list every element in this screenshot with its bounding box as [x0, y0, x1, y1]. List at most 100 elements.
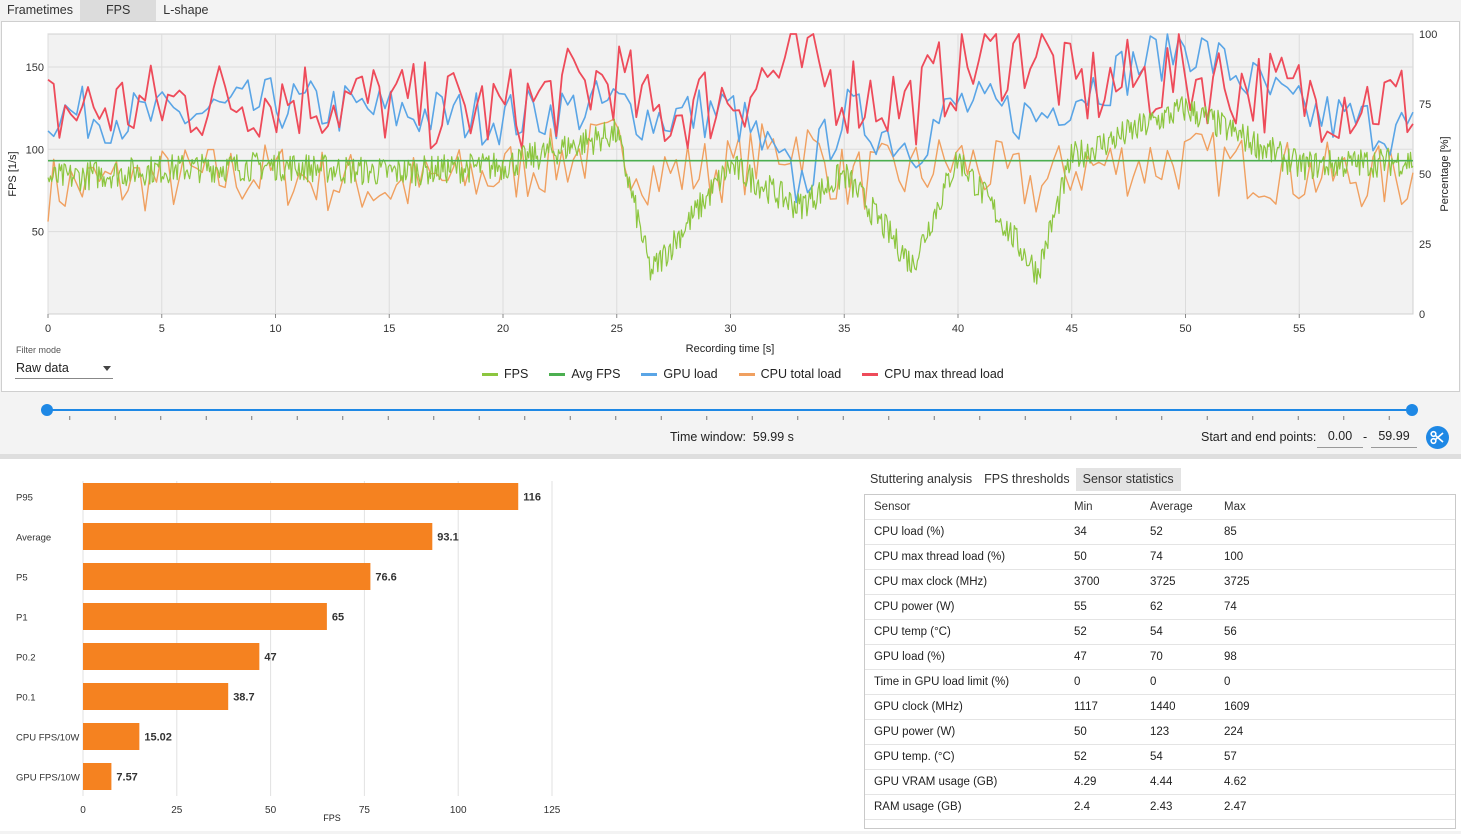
sensor-value: 74 [1224, 601, 1237, 613]
sensor-name: CPU load (%) [874, 526, 945, 538]
legend-swatch [862, 372, 879, 376]
bar-cpu-fps-10w[interactable] [83, 723, 140, 750]
bar-value-label: 15.02 [144, 732, 172, 744]
legend-swatch [482, 372, 498, 376]
bar-x-tick-label: 0 [80, 805, 86, 816]
table-row[interactable]: CPU load (%) 34 52 85 [865, 520, 1455, 545]
sensor-name: GPU load (%) [874, 651, 945, 663]
bar-p5[interactable] [83, 563, 371, 590]
bar-gpu-fps-10w[interactable] [83, 763, 112, 790]
fps-percentile-panel: P95 116 Average 93.1 P5 76.6 P1 65 P0.2 47 P0.1 38.… [0, 459, 858, 831]
series-line-cpu-max-thread-load[interactable] [47, 33, 1414, 150]
end-point-input[interactable]: 59.99 [1371, 426, 1417, 448]
sensor-value: 0 [1150, 676, 1157, 688]
cut-button[interactable] [1426, 426, 1449, 449]
sensor-value: 34 [1074, 526, 1087, 538]
bar-category-label: Average [16, 533, 51, 544]
bar-average[interactable] [83, 523, 433, 550]
table-row[interactable]: RAM usage (GB) 2.4 2.43 2.47 [865, 795, 1455, 820]
legend-label: FPS [504, 367, 529, 381]
tab-fps[interactable]: FPS [79, 0, 157, 21]
sensor-name: Time in GPU load limit (%) [874, 676, 1010, 688]
range-end-handle[interactable] [1406, 404, 1418, 416]
sensor-value: 47 [1074, 651, 1087, 663]
table-row[interactable]: GPU VRAM usage (GB) 4.29 4.44 4.62 [865, 770, 1455, 795]
legend-fps[interactable]: FPS [482, 367, 528, 381]
time-window-label: Time window: [670, 430, 746, 444]
range-slider[interactable] [1, 396, 1460, 422]
sensor-value: 1440 [1150, 701, 1176, 713]
tab-sensor-statistics[interactable]: Sensor statistics [1075, 468, 1181, 491]
y-left-tick-label: 50 [32, 227, 44, 239]
bar-category-label: P5 [16, 573, 28, 584]
header-average[interactable]: Average [1150, 501, 1193, 513]
sensor-value: 74 [1150, 551, 1163, 563]
bar-p0-1[interactable] [83, 683, 229, 710]
sensor-value: 224 [1224, 726, 1244, 738]
tab-fps-thresholds[interactable]: FPS thresholds [984, 472, 1070, 486]
header-min[interactable]: Min [1074, 501, 1093, 513]
header-sensor[interactable]: Sensor [874, 501, 911, 513]
table-header: Sensor Min Average Max [865, 495, 1455, 520]
sensor-name: GPU power (W) [874, 726, 956, 738]
sensor-value: 1117 [1074, 701, 1098, 713]
legend-gpu-load[interactable]: GPU load [641, 367, 718, 381]
statistics-panel: Stuttering analysis FPS thresholds Senso… [858, 459, 1461, 831]
tab-stuttering-analysis[interactable]: Stuttering analysis [870, 472, 973, 486]
series-line-gpu-load[interactable] [47, 33, 1414, 204]
bar-value-label: 47 [264, 652, 276, 664]
header-max[interactable]: Max [1224, 501, 1246, 513]
series-line-fps[interactable] [47, 96, 1414, 285]
tab-l-shape[interactable]: L-shape [163, 3, 209, 17]
bar-p1[interactable] [83, 603, 327, 630]
chart-legend: FPS Avg FPS GPU load CPU total load CPU … [482, 367, 1025, 381]
legend-avg-fps[interactable]: Avg FPS [549, 367, 620, 381]
legend-label: Avg FPS [571, 367, 621, 381]
y-axis-left-title: FPS [1/s] [7, 151, 19, 196]
start-end-label: Start and end points: [1201, 430, 1317, 444]
x-tick-label: 0 [45, 323, 51, 335]
sensor-name: CPU max clock (MHz) [874, 576, 988, 588]
sensor-value: 52 [1150, 526, 1163, 538]
y-axis-right-title: Percentage [%] [1439, 136, 1451, 211]
filter-mode-select[interactable]: Raw data [15, 359, 113, 379]
bar-p0-2[interactable] [83, 643, 260, 670]
sensor-name: GPU clock (MHz) [874, 701, 963, 713]
legend-swatch [641, 372, 658, 376]
bar-p95[interactable] [83, 483, 519, 510]
table-row[interactable]: CPU max thread load (%) 50 74 100 [865, 545, 1455, 570]
legend-label: GPU load [663, 367, 718, 381]
legend-cpu-max-thread-load[interactable]: CPU max thread load [862, 367, 1004, 381]
sensor-name: GPU temp. (°C) [874, 751, 955, 763]
fps-bar-chart: P95 116 Average 93.1 P5 76.6 P1 65 P0.2 47 P0.1 38.… [16, 481, 561, 823]
table-row[interactable]: CPU temp (°C) 52 54 56 [865, 620, 1455, 645]
sensor-name: CPU power (W) [874, 601, 955, 613]
bar-category-label: P0.1 [16, 693, 36, 704]
scissors-icon [1430, 430, 1444, 445]
panel-divider[interactable] [0, 454, 1461, 459]
statistics-tabs: Stuttering analysis FPS thresholds Senso… [864, 468, 1181, 491]
sensor-value: 56 [1224, 626, 1237, 638]
table-row[interactable]: GPU temp. (°C) 52 54 57 [865, 745, 1455, 770]
table-row[interactable]: CPU max clock (MHz) 3700 3725 3725 [865, 570, 1455, 595]
bar-value-label: 76.6 [375, 572, 396, 584]
sensor-value: 100 [1224, 551, 1244, 563]
time-window: Time window: 59.99 s [670, 430, 794, 444]
sensor-value: 54 [1150, 751, 1163, 763]
range-start-handle[interactable] [41, 404, 53, 416]
legend-cpu-total-load[interactable]: CPU total load [738, 367, 841, 381]
fps-chart-panel: 0 5 10 15 20 25 30 35 40 45 50 55 50 100 150 0 25 50 75 100… [1, 21, 1460, 392]
sensor-value: 50 [1074, 726, 1087, 738]
tab-frametimes[interactable]: Frametimes [7, 3, 73, 17]
y-right-tick-label: 25 [1419, 239, 1431, 251]
sensor-value: 55 [1074, 601, 1087, 613]
table-row[interactable]: Time in GPU load limit (%) 0 0 0 [865, 670, 1455, 695]
table-row[interactable]: GPU power (W) 50 123 224 [865, 720, 1455, 745]
sensor-name: CPU max thread load (%) [874, 551, 1006, 563]
filter-mode-label: Filter mode [16, 345, 62, 355]
table-row[interactable]: CPU power (W) 55 62 74 [865, 595, 1455, 620]
bar-x-tick-label: 100 [450, 805, 467, 816]
table-row[interactable]: GPU clock (MHz) 1117 1440 1609 [865, 695, 1455, 720]
start-point-input[interactable]: 0.00 [1317, 426, 1363, 448]
table-row[interactable]: GPU load (%) 47 70 98 [865, 645, 1455, 670]
